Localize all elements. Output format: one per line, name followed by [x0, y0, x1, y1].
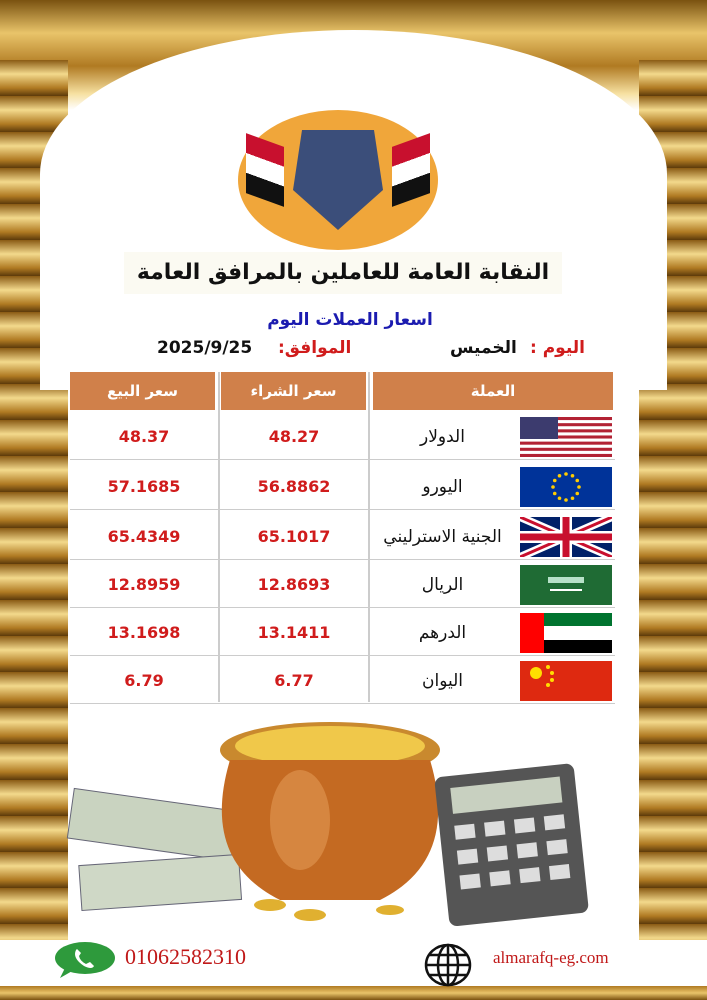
- buy-price: 13.1411: [257, 623, 331, 642]
- buy-price: 12.8693: [257, 575, 331, 594]
- currency-name: الدولار: [420, 427, 465, 447]
- date-label: الموافق:: [278, 338, 352, 358]
- table-row: 65.4349 65.1017 الجنية الاسترليني: [70, 514, 615, 560]
- table-row: 6.79 6.77 اليوان: [70, 658, 615, 704]
- calculator-icon: [434, 763, 589, 927]
- union-logo: [238, 110, 438, 250]
- gold-pot-icon: [220, 722, 440, 900]
- column-divider: [368, 372, 370, 702]
- day-value: الخميس: [450, 338, 517, 358]
- globe-icon: [424, 943, 472, 987]
- table-row: 12.8959 12.8693 الريال: [70, 562, 615, 608]
- header-buy: سعر الشراء: [221, 372, 366, 410]
- uk-flag-icon: [520, 517, 612, 557]
- currency-name: الجنية الاسترليني: [383, 527, 502, 547]
- buy-price: 48.27: [268, 427, 320, 446]
- sell-price: 13.1698: [107, 623, 181, 642]
- coins-icon: [254, 899, 404, 921]
- cash-stack-icon: [66, 787, 244, 912]
- date-value: 2025/9/25: [157, 338, 253, 358]
- china-flag-icon: [520, 661, 612, 701]
- currency-name: الدرهم: [418, 623, 467, 643]
- organization-title: النقابة العامة للعاملين بالمرافق العامة: [124, 252, 562, 294]
- uae-flag-icon: [520, 613, 612, 653]
- sell-price: 6.79: [124, 671, 164, 690]
- sell-price: 65.4349: [107, 527, 181, 546]
- saudi-flag-icon: [520, 565, 612, 605]
- day-label: اليوم :: [530, 338, 585, 358]
- eu-flag-icon: [520, 467, 612, 507]
- header-sell: سعر البيع: [70, 372, 215, 410]
- egypt-flag-left: [246, 133, 284, 207]
- us-flag-icon: [520, 417, 612, 457]
- whatsapp-icon[interactable]: [52, 940, 118, 980]
- buy-price: 65.1017: [257, 527, 331, 546]
- egypt-flag-right: [392, 133, 430, 207]
- header-currency: العملة: [373, 372, 613, 410]
- sell-price: 57.1685: [107, 477, 181, 496]
- website-link[interactable]: almarafq-eg.com: [493, 948, 609, 967]
- currency-name: اليورو: [422, 477, 463, 497]
- buy-price: 6.77: [274, 671, 314, 690]
- table-row: 57.1685 56.8862 اليورو: [70, 464, 615, 510]
- sell-price: 48.37: [118, 427, 170, 446]
- page-subtitle: اسعار العملات اليوم: [267, 310, 433, 330]
- logo-emblem: [293, 130, 383, 230]
- buy-price: 56.8862: [257, 477, 331, 496]
- table-row: 48.37 48.27 الدولار: [70, 414, 615, 460]
- table-row: 13.1698 13.1411 الدرهم: [70, 610, 615, 656]
- currency-name: اليوان: [421, 671, 464, 691]
- sell-price: 12.8959: [107, 575, 181, 594]
- currency-name: الريال: [421, 575, 464, 595]
- money-pot-illustration: [66, 722, 589, 927]
- gold-frame-bottom: [0, 986, 707, 1000]
- phone-number[interactable]: 01062582310: [125, 944, 246, 969]
- column-divider: [218, 372, 220, 702]
